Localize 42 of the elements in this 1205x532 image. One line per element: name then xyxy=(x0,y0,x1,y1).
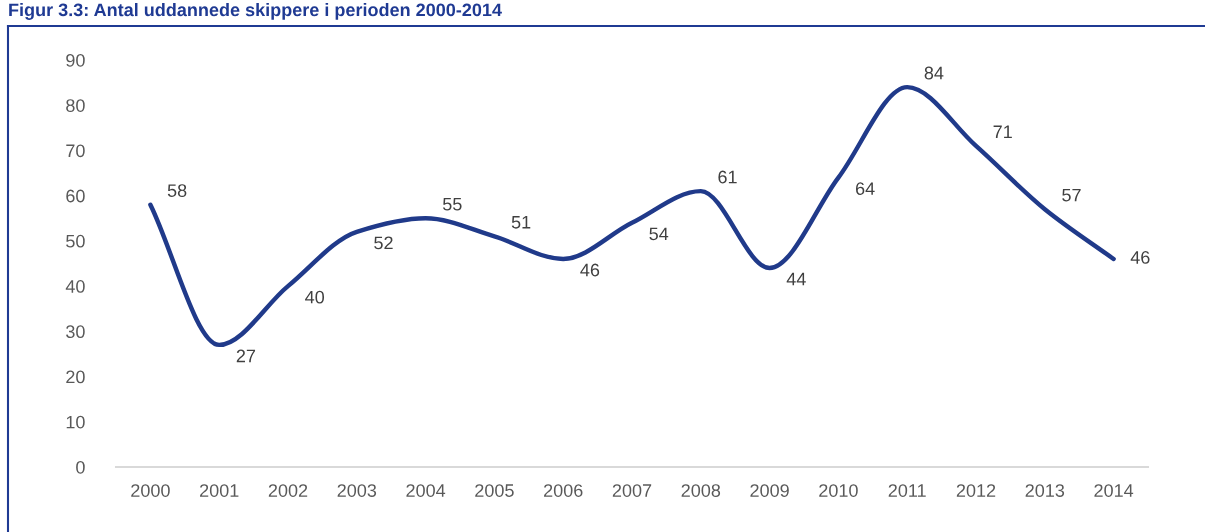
x-tick-label: 2005 xyxy=(475,484,514,497)
data-label: 27 xyxy=(236,349,256,363)
data-label: 61 xyxy=(718,170,737,184)
data-label: 46 xyxy=(1130,251,1150,264)
x-tick-label: 2001 xyxy=(200,484,239,497)
y-tick-label: 80 xyxy=(66,99,85,112)
y-tick-label: 90 xyxy=(66,53,85,67)
x-tick-label: 2008 xyxy=(681,484,721,497)
x-tick-label: 2007 xyxy=(612,484,652,497)
y-tick-label: 70 xyxy=(66,144,85,158)
y-tick-label: 20 xyxy=(66,370,85,384)
line-series xyxy=(148,84,1116,348)
x-tick-label: 2011 xyxy=(888,484,926,497)
x-tick-label: 2012 xyxy=(956,484,996,497)
y-tick-label: 30 xyxy=(66,325,85,339)
y-tick-label: 10 xyxy=(66,415,85,429)
y-tick-label: 60 xyxy=(66,189,85,203)
x-tick-label: 2004 xyxy=(406,484,446,497)
x-tick-label: 2002 xyxy=(268,484,308,497)
y-tick-label: 50 xyxy=(66,234,85,248)
x-tick-label: 2014 xyxy=(1094,484,1134,497)
data-label: 46 xyxy=(580,263,600,277)
data-label: 44 xyxy=(786,272,806,286)
x-tick-label: 2003 xyxy=(337,484,377,497)
data-label: 54 xyxy=(649,227,669,241)
x-tick-label: 2006 xyxy=(544,484,583,497)
y-tick-label: 0 xyxy=(76,460,85,474)
x-tick-label: 2000 xyxy=(131,484,170,497)
x-tick-label: 2013 xyxy=(1025,484,1065,497)
data-label: 64 xyxy=(855,182,875,196)
x-tick-label: 2009 xyxy=(750,484,789,497)
data-label: 40 xyxy=(305,290,325,304)
data-label: 71 xyxy=(993,125,1012,139)
y-tick-label: 40 xyxy=(65,280,85,293)
data-label: 58 xyxy=(167,184,187,197)
data-label: 84 xyxy=(924,66,944,80)
chart-title: Figur 3.3: Antal uddannede skippere i perioden 2000-2014 xyxy=(9,3,502,20)
data-label: 55 xyxy=(442,197,462,211)
x-tick-label: 2010 xyxy=(819,484,858,497)
data-label: 52 xyxy=(374,236,393,250)
data-label: 57 xyxy=(1062,188,1081,202)
data-label: 51 xyxy=(511,216,531,229)
